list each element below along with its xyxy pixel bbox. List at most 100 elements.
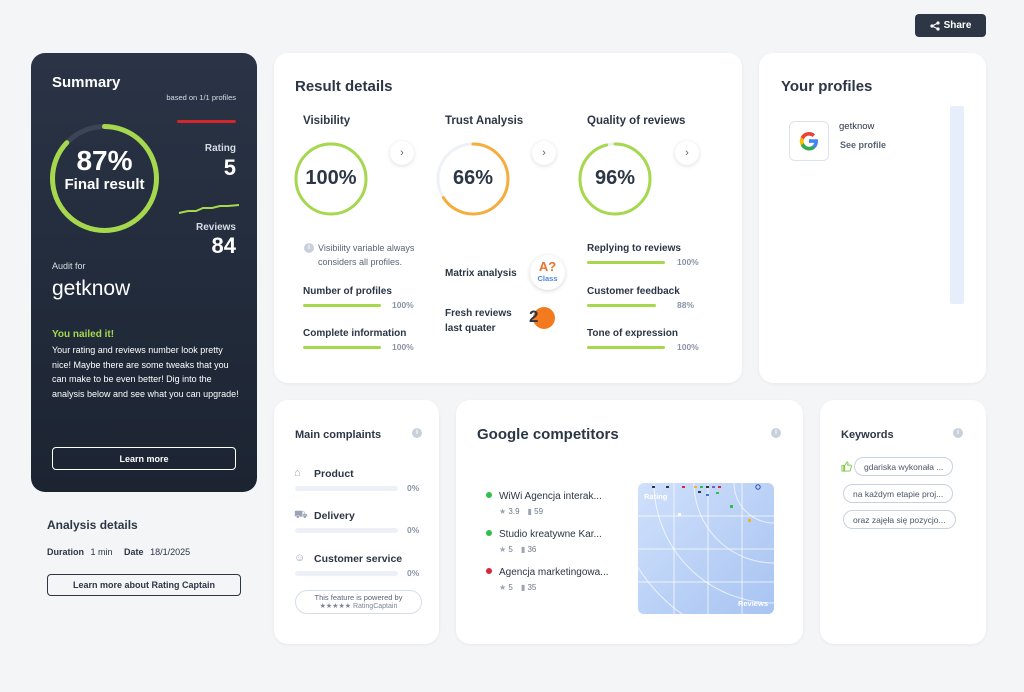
matrix-analysis-label: Matrix analysis [445, 268, 517, 279]
profiles-title: Your profiles [781, 78, 873, 95]
rating-captain-stars: ★★★★★ [319, 603, 353, 610]
keywords-title: Keywords [841, 429, 894, 441]
comment-icon: ▮ [527, 507, 535, 516]
competitor-rating: 5 [508, 583, 513, 592]
profiles-scrollbar[interactable] [950, 106, 964, 304]
trust-ring [436, 142, 510, 216]
competitors-info-icon[interactable]: i [771, 428, 781, 438]
duration-value: 1 min [90, 547, 113, 557]
quality-metric-label: Customer feedback [587, 286, 680, 297]
keyword-pill[interactable]: gdariska wykonała ... [854, 457, 954, 476]
info-icon: i [304, 243, 314, 253]
keywords-info-icon[interactable]: i [953, 428, 963, 438]
complaint-bar [295, 528, 398, 533]
share-label: Share [943, 20, 972, 31]
complaint-pct: 0% [407, 568, 420, 578]
quality-metric-pct: 88% [677, 300, 695, 310]
quality-metric-label: Replying to reviews [587, 243, 681, 254]
visibility-value: 100% [305, 167, 357, 189]
competitor-status-dot [486, 530, 492, 536]
quality-metric-bar [587, 304, 656, 307]
nailed-title: You nailed it! [52, 329, 115, 340]
fresh-reviews-value: 2 [529, 307, 539, 326]
comment-icon: ▮ [520, 583, 528, 592]
audit-for-label: Audit for [52, 261, 86, 271]
complaint-label: Delivery [314, 510, 355, 522]
quality-metric-label: Tone of expression [587, 328, 678, 339]
competitor-name[interactable]: WiWi Agencja interak... [499, 491, 602, 502]
learn-more-button[interactable]: Learn more [52, 447, 236, 470]
competitor-rating: 3.9 [508, 507, 520, 516]
competitor-reviews: 36 [527, 545, 537, 554]
competitors-title: Google competitors [477, 426, 619, 443]
powered-by-text: This feature is powered by [314, 593, 403, 602]
visibility-note: Visibility variable always considers all… [318, 243, 415, 267]
learn-more-rating-captain-button[interactable]: Learn more about Rating Captain [47, 574, 241, 596]
star-icon: ★ [499, 545, 509, 554]
final-result-label: Final result [64, 176, 145, 193]
reviews-value: 84 [211, 233, 236, 258]
complaint-pct: 0% [407, 525, 420, 535]
fresh-reviews-label: Fresh reviews last quater [445, 308, 512, 334]
matrix-class-badge: A? Class [530, 255, 565, 290]
visibility-metric-pct: 100% [392, 300, 414, 310]
rating-value: 5 [223, 155, 236, 180]
visibility-metric-label: Number of profiles [303, 286, 392, 297]
trust-value: 66% [452, 167, 494, 189]
analysis-details-title: Analysis details [47, 518, 138, 532]
competitors-chart: Rating Reviews [638, 483, 774, 614]
rating-trend-line [178, 204, 240, 214]
powered-by-badge: This feature is powered by ★★★★★ RatingC… [295, 590, 422, 614]
fresh-reviews-badge [533, 307, 555, 329]
keyword-pill[interactable]: na każdym etapie proj... [843, 484, 954, 503]
quality-metric-pct: 100% [677, 257, 699, 267]
nailed-text: Your rating and reviews number look pret… [52, 345, 239, 399]
complaint-label: Customer service [314, 553, 403, 565]
thumbs-up-icon [841, 461, 852, 472]
trust-chevron-icon[interactable]: › [532, 141, 556, 165]
profile-name: getknow [839, 121, 875, 132]
trust-analysis-title: Trust Analysis [445, 115, 524, 127]
profile-google-logo [789, 121, 829, 161]
share-icon [929, 20, 940, 31]
complaint-bar [295, 571, 398, 576]
final-result-pct: 87% [76, 145, 133, 176]
based-on-text: based on 1/1 profiles [166, 93, 236, 102]
competitor-meta: ★ 5 ▮ 35 [499, 583, 536, 592]
quality-metric-pct: 100% [677, 342, 699, 352]
summary-accent-line [177, 120, 236, 123]
profiles-card [759, 53, 986, 383]
visibility-title: Visibility [303, 115, 351, 127]
visibility-metric-bar [303, 304, 381, 307]
visibility-metric-pct: 100% [392, 342, 414, 352]
chart-y-label: Rating [644, 492, 668, 501]
complaints-info-icon[interactable]: i [412, 428, 422, 438]
visibility-metric-bar [303, 346, 381, 349]
competitor-name[interactable]: Agencja marketingowa... [499, 567, 609, 578]
matrix-grade: A? [538, 259, 557, 274]
competitor-meta: ★ 3.9 ▮ 59 [499, 507, 543, 516]
date-value: 18/1/2025 [150, 547, 191, 557]
quality-ring [578, 142, 652, 216]
competitor-rating: 5 [508, 545, 513, 554]
final-result-text: 87% Final result [47, 146, 162, 194]
chart-x-label: Reviews [737, 599, 768, 608]
share-button[interactable]: Share [915, 14, 986, 37]
complaint-bar [295, 486, 398, 491]
competitor-name[interactable]: Studio kreatywne Kar... [499, 529, 602, 540]
quality-metric-bar [587, 346, 665, 349]
keyword-pill[interactable]: oraz zajęła się pozycjo... [843, 510, 956, 529]
result-details-card [274, 53, 742, 383]
see-profile-link[interactable]: See profile [840, 140, 887, 150]
competitor-status-dot [486, 568, 492, 574]
competitors-chart-grid [638, 483, 774, 614]
quality-metric-bar [587, 261, 665, 264]
complaint-label: Product [314, 468, 354, 480]
visibility-metric-label: Complete information [303, 328, 407, 339]
quality-chevron-icon[interactable]: › [675, 141, 699, 165]
quality-reviews-title: Quality of reviews [587, 115, 686, 127]
person-icon: ☺ [294, 552, 306, 564]
visibility-chevron-icon[interactable]: › [390, 141, 414, 165]
reviews-label: Reviews [195, 222, 236, 233]
rating-captain-name: RatingCaptain [352, 603, 398, 610]
